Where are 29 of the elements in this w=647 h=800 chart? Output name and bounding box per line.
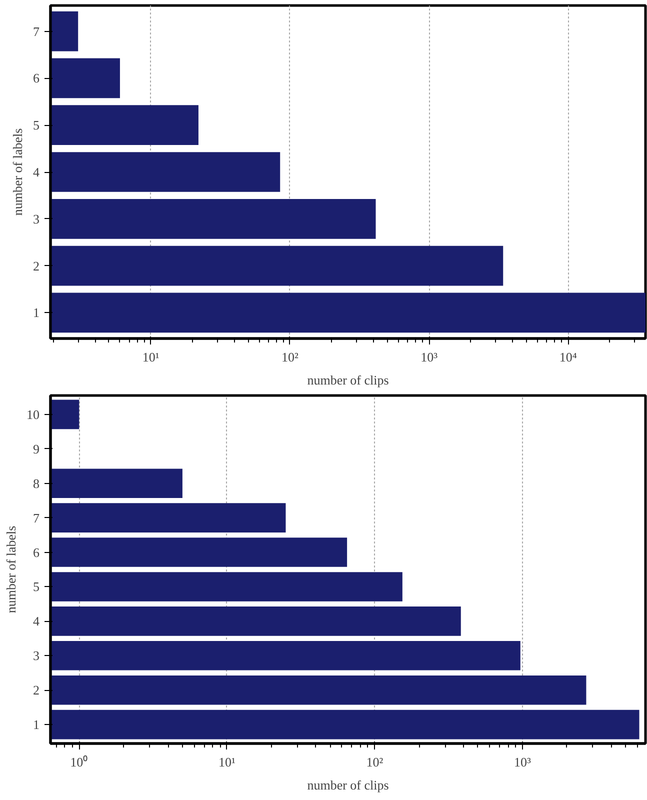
y-tick-label: 7 [33,510,40,526]
x-tick-label: 10² [366,754,384,770]
x-axis-title: number of clips [307,372,389,388]
x-tick-label: 10³ [514,754,532,770]
x-tick-label: 10⁴ [559,350,578,364]
y-tick-label: 6 [33,70,40,86]
y-axis-title: number of labels [4,526,18,614]
y-tick-label: 6 [33,544,40,560]
y-tick-label: 4 [33,614,40,629]
y-axis-title: number of labels [10,128,25,216]
y-tick-label: 3 [33,211,40,226]
y-tick-label: 2 [33,258,40,274]
y-tick-label: 9 [33,441,40,456]
x-tick-label: 10¹ [218,754,236,770]
y-tick-label: 4 [33,164,40,180]
x-tick-label: 10¹ [142,350,160,364]
x-tick-label: 10² [281,350,298,364]
x-tick-label: 10⁰ [70,754,88,770]
y-tick-label: 10 [26,406,40,422]
y-tick-label: 5 [33,118,40,133]
y-tick-label: 1 [33,717,40,732]
y-tick-label: 5 [33,579,40,594]
y-tick-label: 2 [33,682,40,698]
x-axis-title: number of clips [307,778,389,792]
y-tick-label: 3 [33,648,40,664]
x-tick-label: 10³ [420,350,438,364]
y-tick-label: 1 [33,305,40,320]
y-tick-label: 7 [33,24,40,39]
y-tick-label: 8 [33,476,40,491]
